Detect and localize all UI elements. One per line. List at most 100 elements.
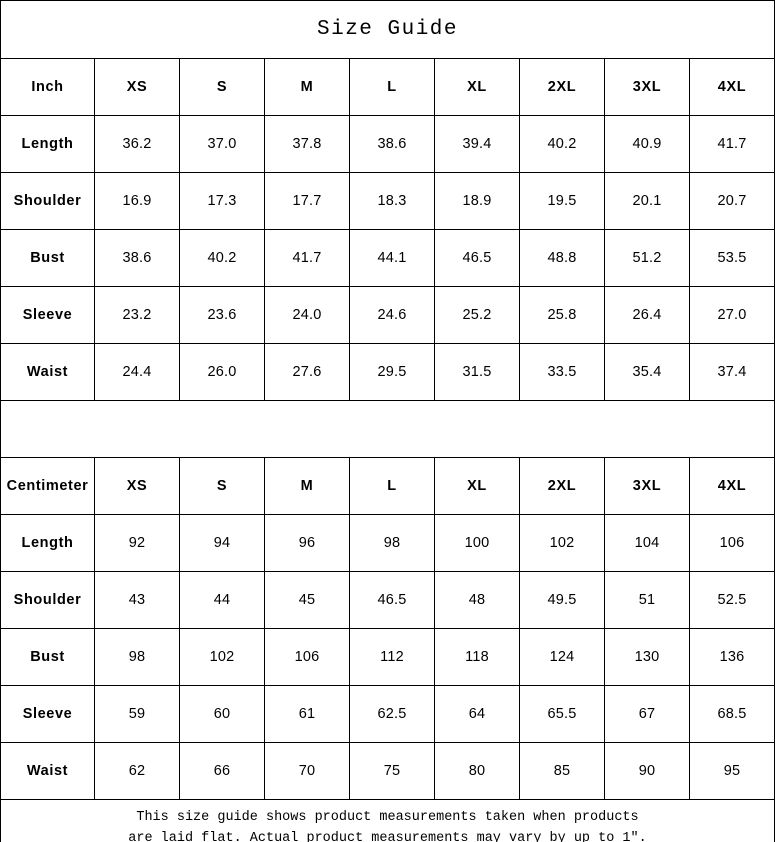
size-label: L xyxy=(387,78,397,95)
value-cell: 20.7 xyxy=(689,172,775,230)
cell-value: 29.5 xyxy=(377,363,407,380)
cell-value: 59 xyxy=(128,705,146,722)
value-cell: 36.2 xyxy=(94,115,180,173)
cell-value: 102 xyxy=(549,534,575,551)
cell-value: 38.6 xyxy=(122,249,152,266)
cell-value: 75 xyxy=(383,762,401,779)
size-label: XL xyxy=(467,477,487,494)
value-cell: 59 xyxy=(94,685,180,743)
cell-value: 106 xyxy=(294,648,320,665)
value-cell: 66 xyxy=(179,742,265,800)
table-row: Bust 38.6 40.2 41.7 44.1 46.5 48.8 51.2 … xyxy=(0,229,775,287)
cell-value: 44.1 xyxy=(377,249,407,266)
measurement-label-cell: Length xyxy=(0,115,95,173)
value-cell: 40.2 xyxy=(519,115,605,173)
size-label: XL xyxy=(467,78,487,95)
value-cell: 37.4 xyxy=(689,343,775,401)
cell-value: 40.9 xyxy=(632,135,662,152)
cm-size-header-xs: XS xyxy=(94,457,180,515)
cm-size-header-2xl: 2XL xyxy=(519,457,605,515)
value-cell: 53.5 xyxy=(689,229,775,287)
measurement-label-cell: Sleeve xyxy=(0,286,95,344)
table-row: Shoulder 16.9 17.3 17.7 18.3 18.9 19.5 2… xyxy=(0,172,775,230)
value-cell: 25.8 xyxy=(519,286,605,344)
measurement-label-cell: Sleeve xyxy=(0,685,95,743)
size-label: 4XL xyxy=(717,78,747,95)
inch-size-header-3xl: 3XL xyxy=(604,58,690,116)
cell-value: 44 xyxy=(213,591,231,608)
cell-value: 95 xyxy=(723,762,741,779)
cell-value: 52.5 xyxy=(717,591,747,608)
cell-value: 61 xyxy=(298,705,316,722)
cell-value: 27.6 xyxy=(292,363,322,380)
cell-value: 38.6 xyxy=(377,135,407,152)
value-cell: 51 xyxy=(604,571,690,629)
cell-value: 41.7 xyxy=(292,249,322,266)
value-cell: 96 xyxy=(264,514,350,572)
value-cell: 52.5 xyxy=(689,571,775,629)
measurement-label-cell: Bust xyxy=(0,628,95,686)
cell-value: 18.3 xyxy=(377,192,407,209)
row-label: Length xyxy=(21,534,74,551)
value-cell: 61 xyxy=(264,685,350,743)
value-cell: 118 xyxy=(434,628,520,686)
size-label: S xyxy=(216,78,228,95)
inch-header-row: Inch XS S M L XL 2XL xyxy=(0,58,775,116)
row-label: Shoulder xyxy=(13,192,82,209)
size-label: 3XL xyxy=(632,477,662,494)
cell-value: 104 xyxy=(634,534,660,551)
row-label: Waist xyxy=(26,363,69,380)
value-cell: 19.5 xyxy=(519,172,605,230)
cell-value: 51 xyxy=(638,591,656,608)
title-cell: Size Guide xyxy=(0,0,775,59)
cell-value: 66 xyxy=(213,762,231,779)
value-cell: 106 xyxy=(689,514,775,572)
value-cell: 16.9 xyxy=(94,172,180,230)
row-label: Waist xyxy=(26,762,69,779)
value-cell: 39.4 xyxy=(434,115,520,173)
value-cell: 130 xyxy=(604,628,690,686)
table-row: Sleeve 23.2 23.6 24.0 24.6 25.2 25.8 26.… xyxy=(0,286,775,344)
value-cell: 98 xyxy=(349,514,435,572)
value-cell: 85 xyxy=(519,742,605,800)
value-cell: 70 xyxy=(264,742,350,800)
value-cell: 38.6 xyxy=(94,229,180,287)
cell-value: 98 xyxy=(128,648,146,665)
value-cell: 38.6 xyxy=(349,115,435,173)
value-cell: 18.3 xyxy=(349,172,435,230)
value-cell: 44.1 xyxy=(349,229,435,287)
cell-value: 100 xyxy=(464,534,490,551)
value-cell: 102 xyxy=(179,628,265,686)
value-cell: 90 xyxy=(604,742,690,800)
cell-value: 35.4 xyxy=(632,363,662,380)
cell-value: 68.5 xyxy=(717,705,747,722)
value-cell: 26.0 xyxy=(179,343,265,401)
footer-row: This size guide shows product measuremen… xyxy=(0,799,775,842)
cell-value: 102 xyxy=(209,648,235,665)
cell-value: 24.4 xyxy=(122,363,152,380)
value-cell: 124 xyxy=(519,628,605,686)
value-cell: 62.5 xyxy=(349,685,435,743)
cell-value: 112 xyxy=(380,648,404,665)
footer-cell: This size guide shows product measuremen… xyxy=(0,799,775,842)
value-cell: 40.2 xyxy=(179,229,265,287)
cell-value: 48.8 xyxy=(547,249,577,266)
cell-value: 41.7 xyxy=(717,135,747,152)
row-label: Bust xyxy=(30,648,65,665)
row-label: Sleeve xyxy=(22,705,73,722)
value-cell: 23.2 xyxy=(94,286,180,344)
table-row: Length 36.2 37.0 37.8 38.6 39.4 40.2 40.… xyxy=(0,115,775,173)
value-cell: 41.7 xyxy=(264,229,350,287)
value-cell: 17.7 xyxy=(264,172,350,230)
cell-value: 24.0 xyxy=(292,306,322,323)
title-row: Size Guide xyxy=(0,0,775,59)
inch-unit-label: Inch xyxy=(31,78,64,95)
inch-size-header-m: M xyxy=(264,58,350,116)
cm-size-header-4xl: 4XL xyxy=(689,457,775,515)
row-label: Sleeve xyxy=(22,306,73,323)
cell-value: 23.2 xyxy=(122,306,152,323)
cell-value: 46.5 xyxy=(462,249,492,266)
size-label: M xyxy=(300,78,314,95)
cell-value: 96 xyxy=(298,534,316,551)
value-cell: 136 xyxy=(689,628,775,686)
